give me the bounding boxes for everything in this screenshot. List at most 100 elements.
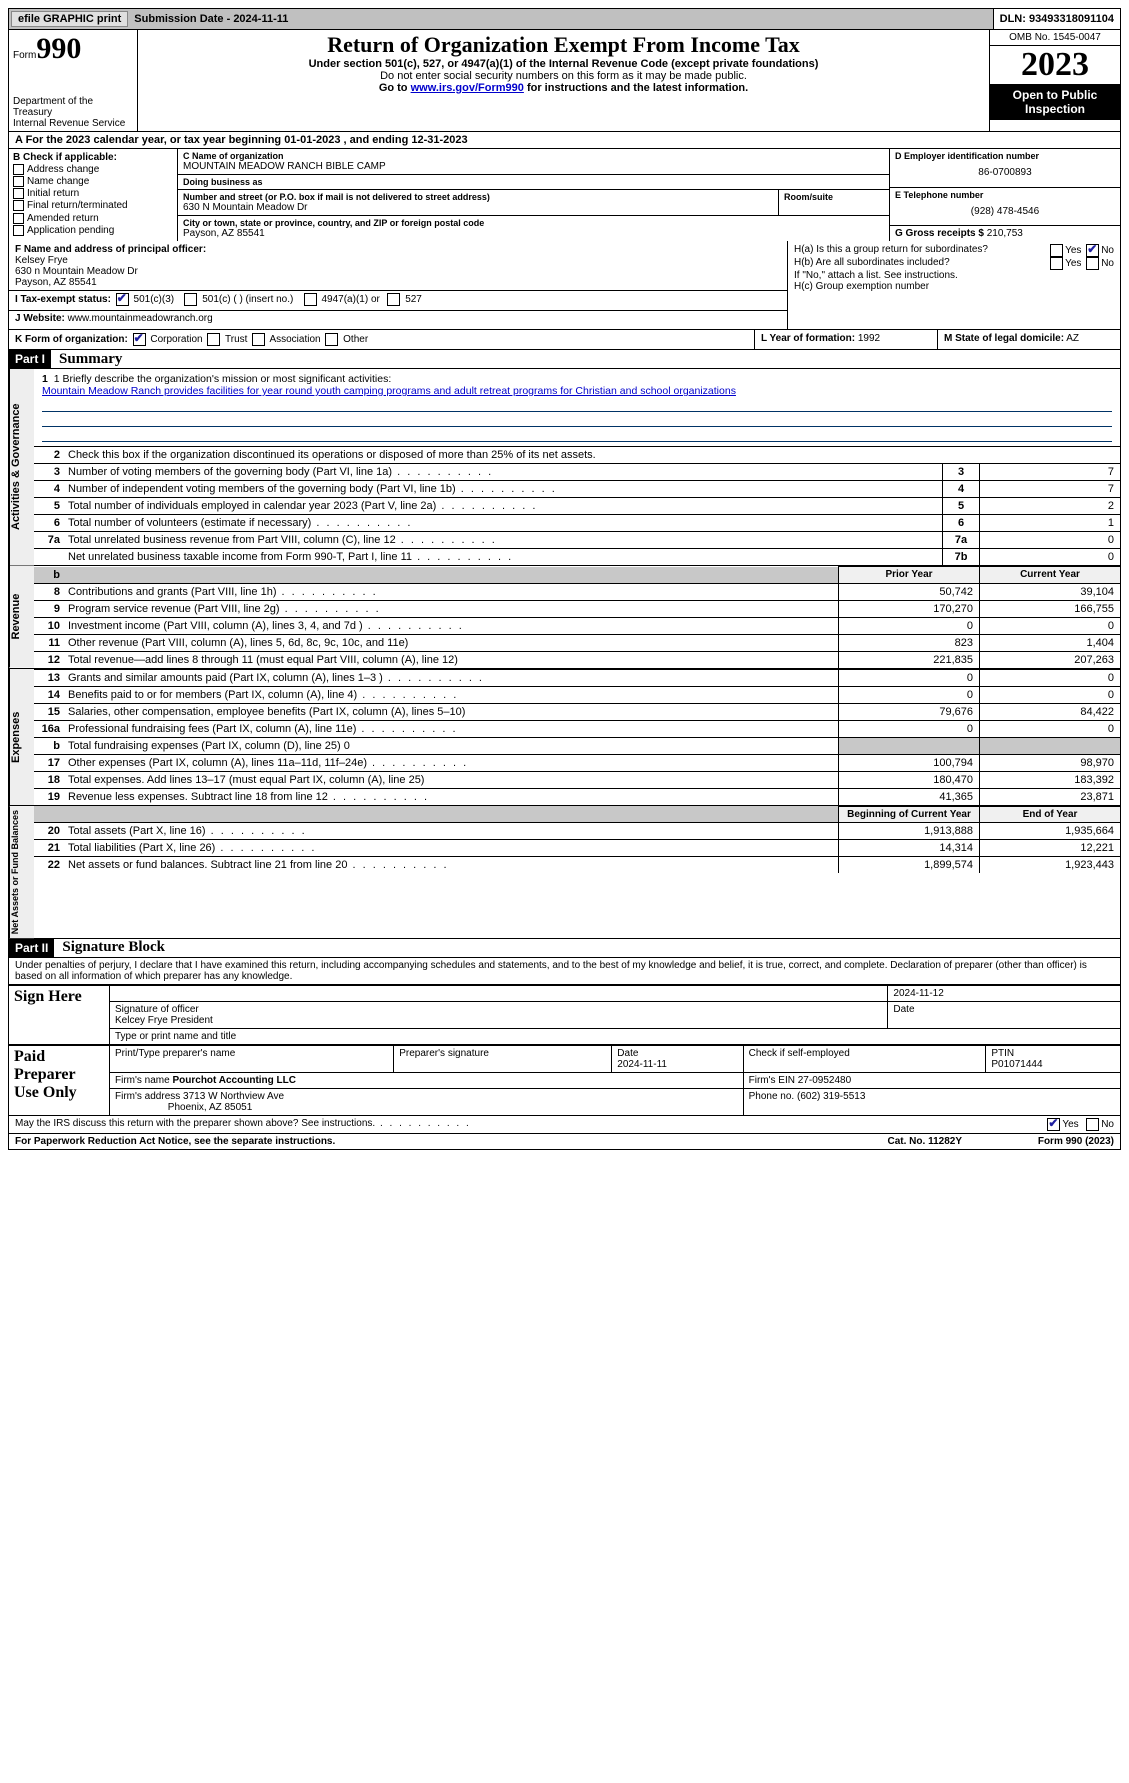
sign-here-table: Sign Here 2024-11-12 Signature of office… — [8, 985, 1121, 1045]
form-subtitle-2: Do not enter social security numbers on … — [144, 70, 983, 82]
ha-yes[interactable] — [1050, 244, 1063, 257]
l16a-curr: 0 — [980, 720, 1121, 737]
l19-prior: 41,365 — [839, 788, 980, 805]
m-value: AZ — [1066, 333, 1079, 344]
firm-name: Pourchot Accounting LLC — [172, 1075, 296, 1086]
mission-block: 1 1 Briefly describe the organization's … — [34, 369, 1120, 446]
discuss-no[interactable] — [1086, 1118, 1099, 1131]
discuss-yes[interactable] — [1047, 1118, 1060, 1131]
line3-val: 7 — [980, 464, 1121, 481]
declaration: Under penalties of perjury, I declare th… — [8, 958, 1121, 985]
l10-curr: 0 — [980, 617, 1121, 634]
submission-date: Submission Date - 2024-11-11 — [134, 13, 288, 25]
chk-amended-return[interactable]: Amended return — [13, 213, 173, 224]
ein-label: D Employer identification number — [895, 151, 1115, 161]
chk-other[interactable] — [325, 333, 338, 346]
l18-prior: 180,470 — [839, 771, 980, 788]
side-revenue: Revenue — [9, 566, 34, 668]
side-activities: Activities & Governance — [9, 369, 34, 565]
l13-prior: 0 — [839, 669, 980, 686]
chk-address-change[interactable]: Address change — [13, 164, 173, 175]
form-prefix: Form — [13, 50, 36, 61]
i-label: I Tax-exempt status: — [15, 294, 111, 305]
officer-signed-name: Kelcey Frye President — [115, 1015, 213, 1026]
part2-header: Part II Signature Block — [8, 939, 1121, 958]
chk-trust[interactable] — [207, 333, 220, 346]
firm-label: Firm's name — [115, 1075, 172, 1086]
l12-prior: 221,835 — [839, 651, 980, 668]
ha-no[interactable] — [1086, 244, 1099, 257]
form-title: Return of Organization Exempt From Incom… — [144, 32, 983, 58]
line7b-val: 0 — [980, 549, 1121, 566]
part1-title: Summary — [51, 351, 130, 368]
chk-501c[interactable] — [184, 293, 197, 306]
j-label: J Website: — [15, 313, 68, 324]
fein-value: 27-0952480 — [798, 1075, 851, 1086]
l13-curr: 0 — [980, 669, 1121, 686]
l22-text: Net assets or fund balances. Subtract li… — [64, 856, 839, 873]
l19-curr: 23,871 — [980, 788, 1121, 805]
l16a-text: Professional fundraising fees (Part IX, … — [64, 720, 839, 737]
l14-prior: 0 — [839, 686, 980, 703]
dln: DLN: 93493318091104 — [993, 9, 1120, 29]
preparer-sig-label: Preparer's signature — [394, 1045, 612, 1072]
city-label: City or town, state or province, country… — [183, 218, 884, 228]
chk-4947[interactable] — [304, 293, 317, 306]
col-h: H(a) Is this a group return for subordin… — [787, 241, 1120, 329]
website-value: www.mountainmeadowranch.org — [68, 313, 213, 324]
form-subtitle-3: Go to www.irs.gov/Form990 for instructio… — [144, 82, 983, 94]
phone-value: (602) 319-5513 — [797, 1091, 865, 1102]
hb-yes[interactable] — [1050, 257, 1063, 270]
chk-501c3[interactable] — [116, 293, 129, 306]
col-end: End of Year — [980, 806, 1121, 822]
ha-text: H(a) Is this a group return for subordin… — [794, 244, 988, 255]
chk-application-pending[interactable]: Application pending — [13, 225, 173, 236]
form-number: 990 — [36, 32, 81, 65]
paid-preparer-label: Paid Preparer Use Only — [9, 1045, 110, 1115]
l20-begin: 1,913,888 — [839, 822, 980, 839]
line5-text: Total number of individuals employed in … — [64, 498, 943, 515]
col-d: D Employer identification number 86-0700… — [889, 149, 1120, 241]
chk-527[interactable] — [387, 293, 400, 306]
l-value: 1992 — [858, 333, 880, 344]
chk-corporation[interactable] — [133, 333, 146, 346]
l9-prior: 170,270 — [839, 600, 980, 617]
city-value: Payson, AZ 85541 — [183, 228, 265, 239]
chk-association[interactable] — [252, 333, 265, 346]
col-begin: Beginning of Current Year — [839, 806, 980, 822]
line6-val: 1 — [980, 515, 1121, 532]
footer-right: Form 990 (2023) — [968, 1134, 1120, 1149]
l9-text: Program service revenue (Part VIII, line… — [64, 600, 839, 617]
l18-curr: 183,392 — [980, 771, 1121, 788]
chk-initial-return[interactable]: Initial return — [13, 188, 173, 199]
org-name: MOUNTAIN MEADOW RANCH BIBLE CAMP — [183, 161, 386, 172]
line5-val: 2 — [980, 498, 1121, 515]
l16a-prior: 0 — [839, 720, 980, 737]
l16b-curr — [980, 737, 1121, 754]
l17-prior: 100,794 — [839, 754, 980, 771]
netassets-section: Net Assets or Fund Balances Beginning of… — [8, 806, 1121, 939]
hb-text: H(b) Are all subordinates included? — [794, 257, 950, 268]
section-bcd: B Check if applicable: Address change Na… — [8, 149, 1121, 241]
chk-name-change[interactable]: Name change — [13, 176, 173, 187]
tel-value: (928) 478-4546 — [895, 200, 1115, 217]
l21-begin: 14,314 — [839, 839, 980, 856]
l-label: L Year of formation: — [761, 333, 855, 344]
part1-tag: Part I — [9, 350, 51, 368]
irs-link[interactable]: www.irs.gov/Form990 — [411, 82, 524, 94]
l12-curr: 207,263 — [980, 651, 1121, 668]
check-self-employed: Check if self-employed — [749, 1048, 850, 1059]
form-subtitle-1: Under section 501(c), 527, or 4947(a)(1)… — [144, 58, 983, 70]
l19-text: Revenue less expenses. Subtract line 18 … — [64, 788, 839, 805]
col-prior: Prior Year — [839, 567, 980, 584]
revenue-section: Revenue bPrior YearCurrent Year 8Contrib… — [8, 566, 1121, 669]
hc-text: H(c) Group exemption number — [794, 281, 1114, 292]
l20-end: 1,935,664 — [980, 822, 1121, 839]
chk-final-return[interactable]: Final return/terminated — [13, 200, 173, 211]
l10-text: Investment income (Part VIII, column (A)… — [64, 617, 839, 634]
part2-tag: Part II — [9, 939, 54, 957]
col-b: B Check if applicable: Address change Na… — [9, 149, 178, 241]
hb-no[interactable] — [1086, 257, 1099, 270]
line2: Check this box if the organization disco… — [64, 447, 1120, 464]
efile-button[interactable]: efile GRAPHIC print — [11, 11, 128, 27]
